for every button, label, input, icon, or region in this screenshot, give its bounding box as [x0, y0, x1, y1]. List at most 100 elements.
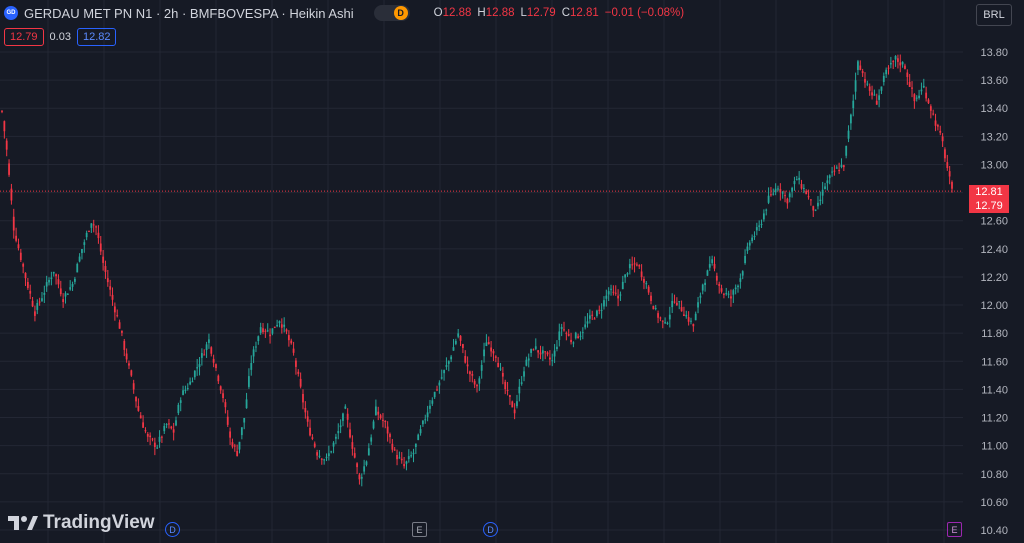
candle-body [509, 395, 511, 398]
buy-price-button[interactable]: 12.82 [76, 28, 117, 46]
candle-body [386, 426, 389, 434]
candle-body [833, 170, 836, 172]
candle-body [405, 461, 408, 464]
candle-body [920, 89, 923, 92]
open-value: 12.88 [442, 7, 472, 19]
y-tick-label: 13.40 [980, 103, 1008, 115]
candle-body [581, 332, 584, 334]
currency-button[interactable]: BRL [976, 4, 1012, 26]
candle-body [454, 340, 457, 344]
candle-body [593, 318, 596, 320]
candle-body [24, 272, 27, 279]
candle-body [603, 300, 605, 307]
candle-body [278, 321, 281, 324]
candle-body [233, 445, 236, 447]
candle-body [193, 370, 196, 378]
candle-body [520, 382, 523, 384]
candle-body [885, 69, 888, 75]
dividend-marker[interactable]: D [165, 522, 180, 537]
candle-body [683, 314, 685, 317]
candle-body [675, 302, 678, 306]
candle-body [932, 113, 935, 115]
candle-body [182, 390, 184, 395]
candle-body [50, 277, 53, 280]
candle-body [431, 400, 434, 404]
candle-body [377, 411, 380, 415]
candle-body [252, 349, 255, 357]
candle-body [57, 279, 60, 285]
market-status-toggle[interactable]: D [373, 5, 410, 21]
candle-body [814, 209, 817, 211]
dividend-marker[interactable]: D [483, 522, 498, 537]
candle-body [433, 391, 436, 398]
candle-body [767, 195, 770, 203]
candle-body [66, 293, 69, 295]
sell-price-button[interactable]: 12.79 [4, 28, 44, 46]
earnings-marker[interactable]: E [412, 522, 427, 537]
candle-body [445, 365, 448, 367]
candle-body [379, 415, 382, 419]
candle-body [414, 443, 417, 448]
candle-body [614, 292, 617, 294]
candle-body [666, 322, 669, 324]
earnings-marker-future[interactable]: E [947, 522, 962, 537]
candle-body [287, 335, 290, 341]
candle-body [516, 401, 518, 407]
candle-body [762, 213, 765, 220]
candle-body [205, 344, 208, 350]
candle-body [842, 165, 845, 168]
candle-body [292, 348, 295, 353]
candle-body [17, 244, 20, 249]
candle-body [236, 450, 239, 457]
symbol-logo[interactable]: GD [4, 6, 18, 20]
candle-body [661, 320, 664, 322]
candle-body [358, 474, 361, 480]
candle-body [412, 452, 415, 455]
candle-body [76, 263, 79, 273]
candle-body [64, 293, 67, 297]
candle-body [591, 314, 594, 316]
candle-body [471, 374, 474, 376]
chart-header: GD GERDAU MET PN N1 · 2h · BMFBOVESPA · … [4, 4, 684, 22]
candle-body [638, 265, 641, 267]
candle-body [713, 263, 716, 269]
candle-body [753, 236, 756, 238]
candle-body [450, 356, 453, 360]
candle-body [835, 167, 838, 169]
candle-body [156, 447, 159, 449]
candle-body [299, 378, 302, 387]
candle-body [438, 382, 441, 386]
candle-body [704, 282, 706, 286]
candle-body [734, 287, 737, 290]
candle-body [365, 461, 368, 465]
candle-body [109, 286, 112, 290]
candle-body [290, 340, 293, 344]
candle-body [41, 298, 43, 301]
candle-body [513, 409, 516, 414]
candle-body [645, 283, 648, 285]
quote-row: 12.79 0.03 12.82 [4, 28, 117, 46]
candle-body [770, 194, 772, 196]
candle-body [793, 180, 796, 185]
candle-body [788, 193, 791, 198]
candle-body [812, 206, 815, 211]
candle-body [97, 232, 100, 239]
candle-body [687, 317, 690, 322]
candle-body [570, 339, 572, 343]
candle-body [118, 322, 121, 329]
candle-body [845, 145, 848, 156]
candle-body [356, 463, 358, 468]
candle-body [102, 256, 105, 263]
candle-body [487, 342, 490, 345]
tradingview-logo[interactable]: TradingView [8, 512, 155, 534]
candle-body [558, 331, 561, 340]
symbol-title[interactable]: GERDAU MET PN N1 · 2h · BMFBOVESPA · Hei… [24, 5, 354, 21]
candle-body [732, 290, 735, 295]
candle-body [784, 195, 786, 197]
candle-body [697, 302, 699, 308]
candle-body [391, 443, 394, 450]
candle-body [248, 376, 250, 387]
candle-body [866, 83, 869, 85]
candle-body [706, 270, 709, 276]
